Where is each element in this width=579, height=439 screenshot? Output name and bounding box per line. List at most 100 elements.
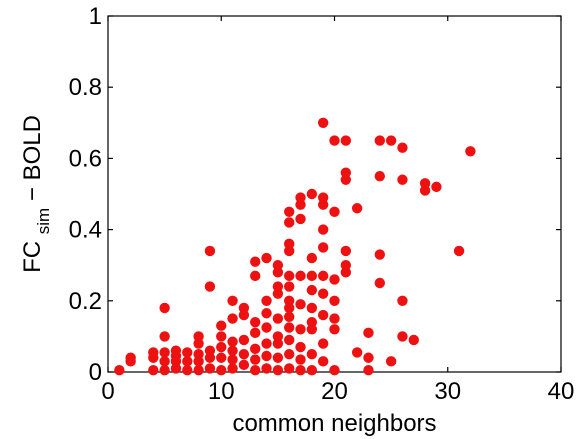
y-tick-label: 0.8 [69,74,102,101]
data-point [317,117,329,128]
data-point [385,135,397,146]
data-point [284,206,295,217]
data-point [306,365,318,376]
data-point [261,308,272,319]
data-point [306,284,318,296]
data-point [227,345,238,356]
data-point [340,260,352,271]
y-tick-label: 0.4 [69,217,102,244]
data-point [227,295,238,306]
data-point [329,324,340,335]
data-point [317,224,329,235]
data-point [284,238,295,250]
data-point [419,178,431,189]
data-point [250,365,261,376]
data-point [306,324,318,335]
data-point [284,217,295,228]
data-point [317,199,329,210]
data-point [329,135,340,146]
data-point [329,206,340,217]
data-point [397,331,408,342]
data-point [250,354,261,365]
data-point [159,347,170,358]
data-point [397,295,408,306]
data-point [408,334,419,346]
data-point [227,336,238,347]
data-point [317,338,329,349]
y-axis-label-suffix: − BOLD [19,115,46,201]
data-point [295,213,306,225]
data-point [272,288,284,299]
data-point [272,313,284,324]
data-point [284,322,295,333]
data-point [193,338,204,349]
axis-labels: common neighbors FC sim − BOLD [19,115,437,437]
data-point [374,249,385,260]
data-point [238,334,250,346]
data-point [159,331,170,342]
data-point [363,352,374,363]
data-point [227,363,238,374]
data-point [284,311,295,323]
data-point [340,135,352,146]
data-point [261,295,272,306]
data-point [351,203,363,214]
data-point [284,302,295,314]
x-axis-label: common neighbors [232,410,436,437]
data-point [216,341,227,353]
data-points [114,117,476,376]
data-point [284,270,295,282]
data-point [193,349,204,360]
data-point [340,167,352,178]
data-point [295,299,306,310]
data-point [306,252,318,264]
data-point [295,270,306,282]
data-point [317,192,329,203]
data-point [329,365,340,376]
data-point [329,313,340,324]
data-point [272,365,284,376]
y-tick-label: 1 [89,3,102,30]
data-point [204,345,216,356]
data-point [216,365,227,376]
data-point [340,267,352,278]
data-point [284,334,295,346]
data-point [295,354,306,365]
y-tick-label: 0.2 [69,288,102,315]
x-tick-label: 40 [548,378,575,405]
data-point [250,343,261,355]
y-tick-label: 0 [89,359,102,386]
data-point [374,277,385,289]
data-point [453,245,465,257]
data-point [261,252,272,264]
data-point [340,245,352,257]
data-point [284,363,295,374]
x-tick-label: 0 [101,378,114,405]
data-point [295,365,306,376]
data-point [261,350,272,362]
data-point [317,242,329,253]
data-point [306,316,318,328]
data-point [306,270,318,282]
data-point [216,352,227,363]
data-point [284,245,295,257]
data-point [227,354,238,365]
data-point [148,347,159,358]
data-point [272,260,284,271]
data-point [397,174,408,185]
data-point [204,363,216,374]
data-point [193,331,204,342]
data-point [363,327,374,339]
data-point [284,295,295,306]
data-point [261,322,272,333]
data-point [272,331,284,342]
data-point [261,338,272,349]
data-point [261,363,272,374]
data-point [114,365,125,376]
data-point [317,270,329,282]
data-point [284,349,295,360]
y-axis-label-subscript: sim [34,208,53,234]
data-point [204,352,216,363]
